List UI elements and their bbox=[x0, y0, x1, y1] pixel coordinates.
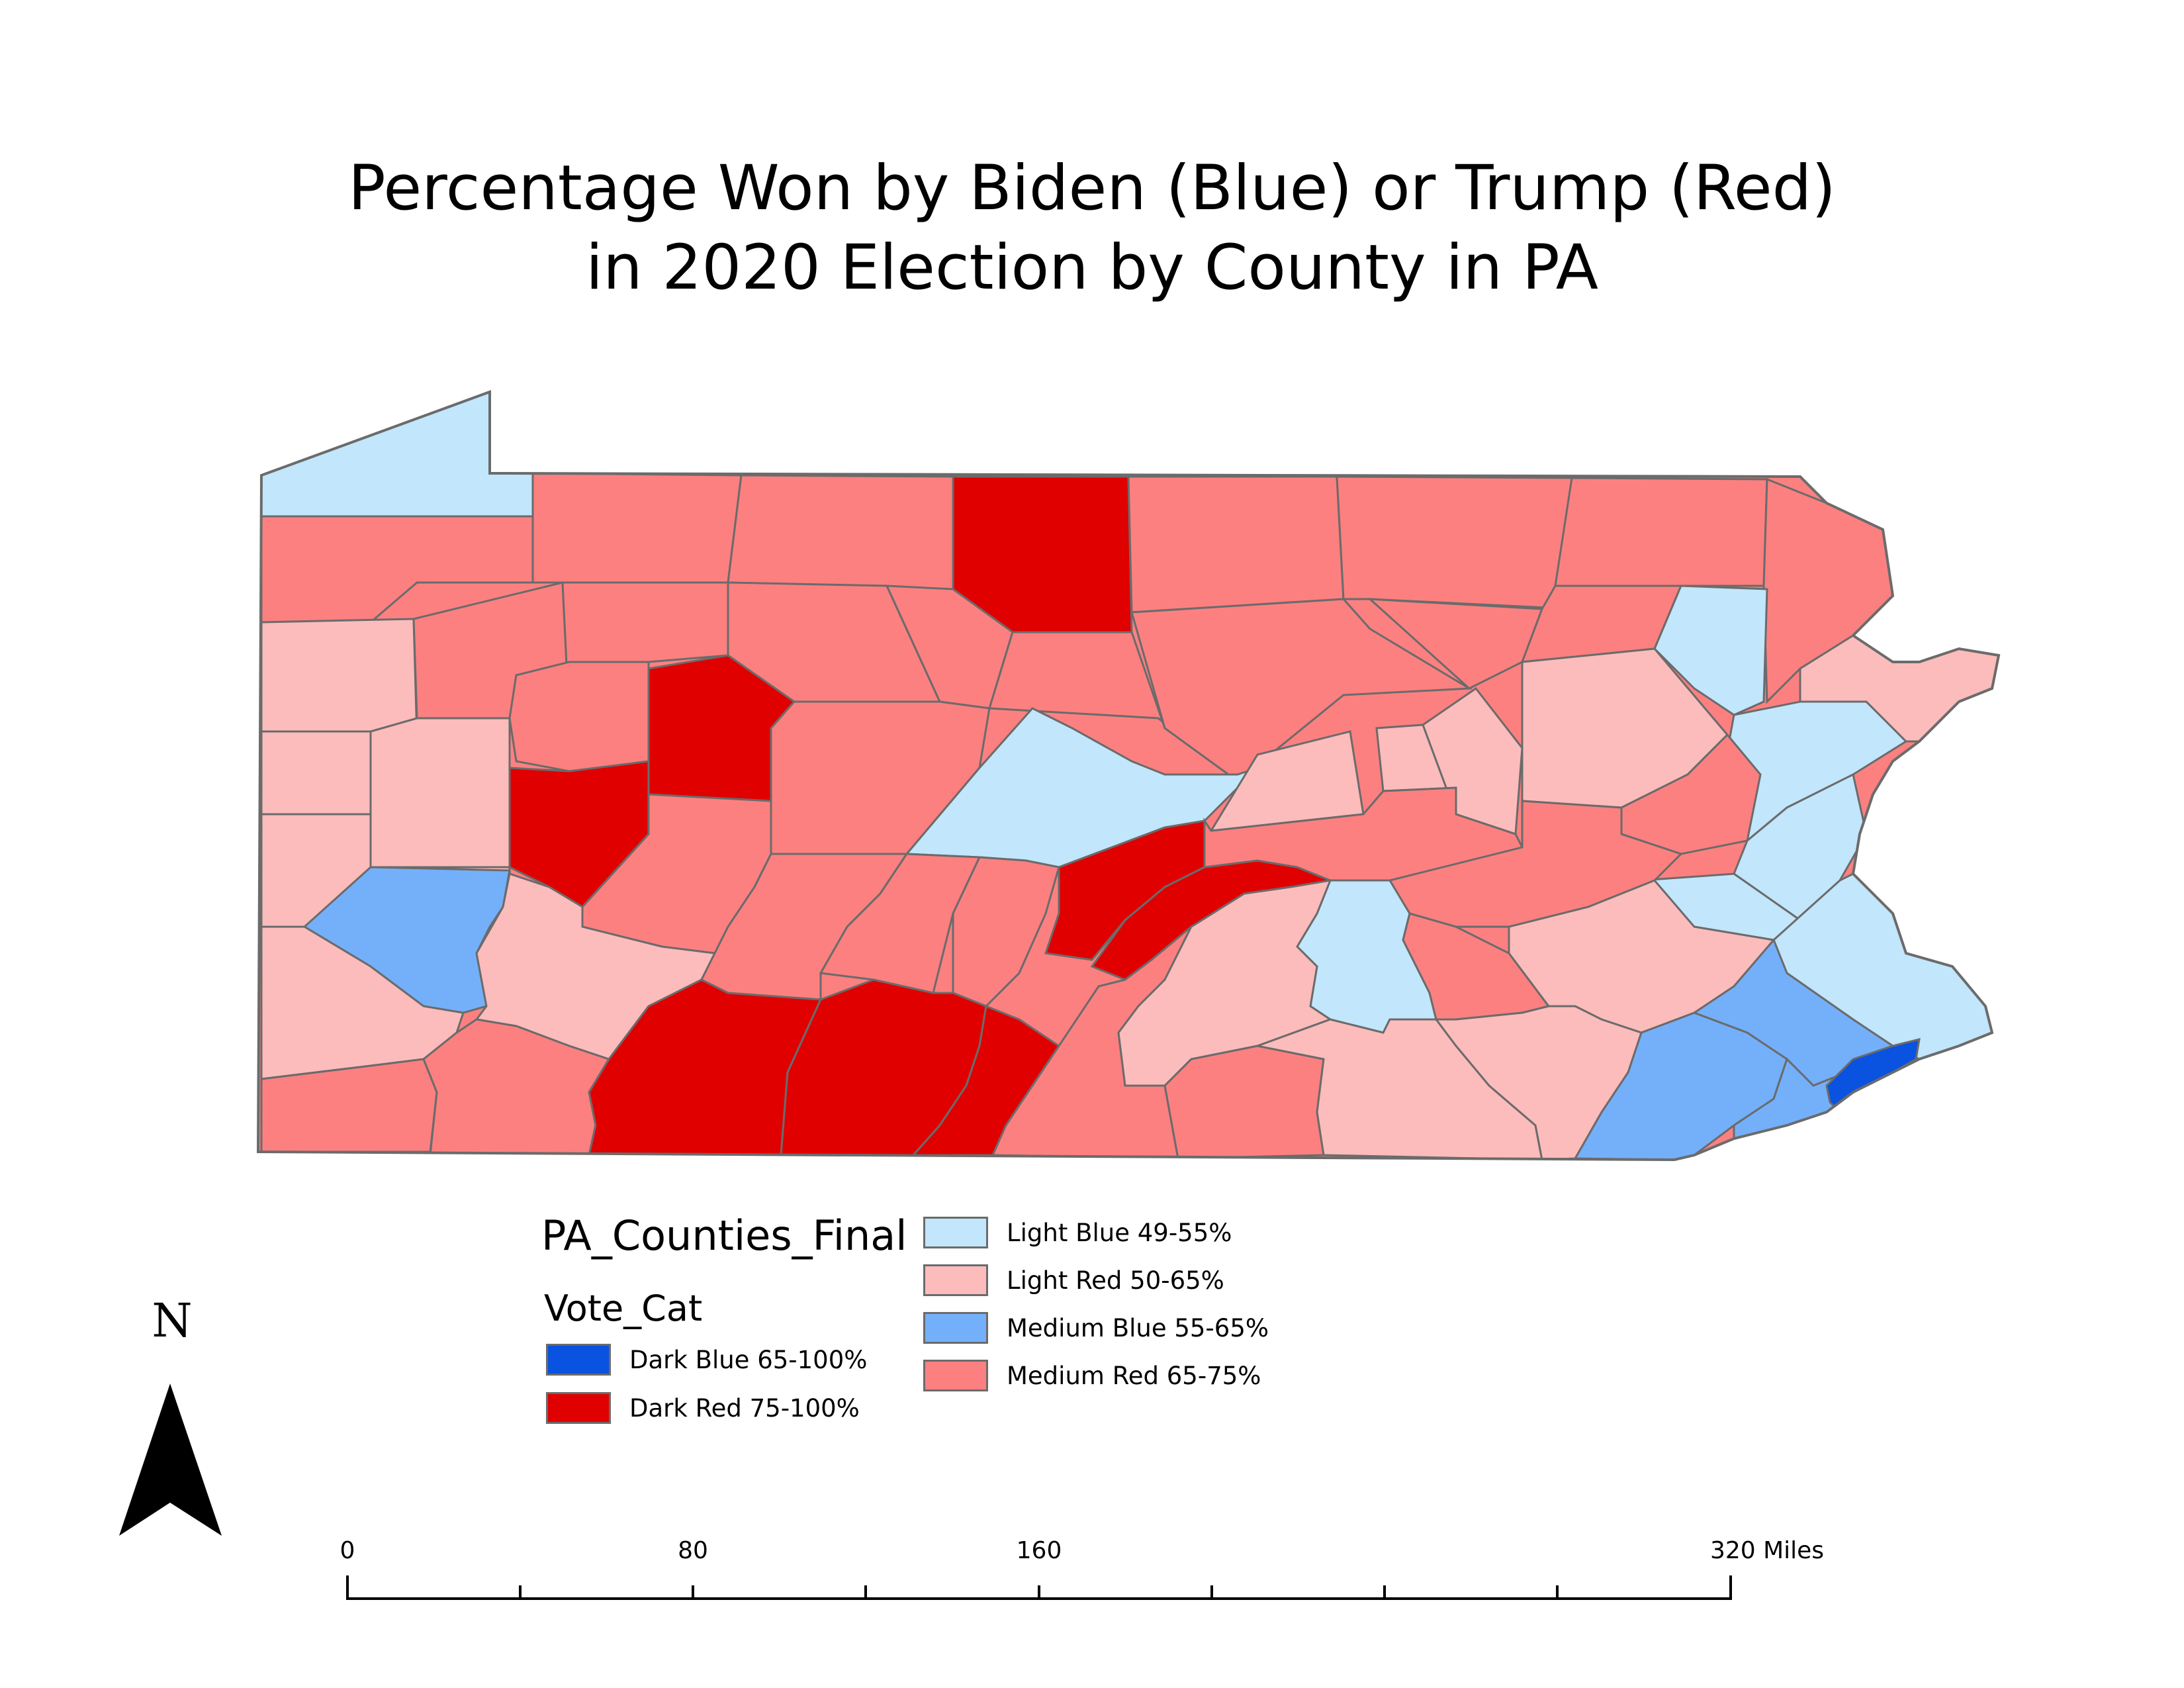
north-arrow-icon bbox=[119, 1383, 222, 1536]
title-line-2: in 2020 Election by County in PA bbox=[585, 232, 1599, 304]
north-arrow: N bbox=[119, 1294, 225, 1347]
county-clarion bbox=[508, 661, 650, 773]
scale-bar bbox=[346, 1575, 1732, 1600]
legend-swatch bbox=[923, 1312, 988, 1344]
legend-swatch bbox=[923, 1217, 988, 1248]
county-mckean bbox=[531, 472, 743, 584]
scale-label-0: 0 bbox=[340, 1537, 355, 1564]
county-erie bbox=[260, 392, 534, 518]
legend-item-label: Dark Red 75-100% bbox=[629, 1393, 860, 1423]
legend-item-dark-red: Dark Red 75-100% bbox=[546, 1392, 860, 1424]
scale-label-80: 80 bbox=[678, 1537, 708, 1564]
scale-label-320: 320 Miles bbox=[1709, 1537, 1825, 1564]
legend-item-medium-red: Medium Red 65-75% bbox=[923, 1360, 1261, 1391]
legend-swatch bbox=[546, 1392, 611, 1424]
county-tioga bbox=[1127, 475, 1345, 614]
county-huntingdon bbox=[952, 856, 1060, 1008]
scale-label-160: 160 bbox=[1016, 1537, 1062, 1564]
legend-item-label: Dark Blue 65-100% bbox=[629, 1345, 868, 1374]
county-susquehanna bbox=[1554, 477, 1768, 587]
state-outline bbox=[256, 390, 2001, 1162]
county-crawford bbox=[260, 618, 418, 739]
legend-item-medium-blue: Medium Blue 55-65% bbox=[923, 1312, 1269, 1344]
county-adams bbox=[1163, 1045, 1325, 1160]
legend-field-name: Vote_Cat bbox=[544, 1288, 703, 1329]
county-mercer bbox=[260, 730, 372, 816]
legend-layer-name: PA_Counties_Final bbox=[541, 1211, 907, 1260]
legend-item-label: Light Red 50-65% bbox=[1007, 1266, 1224, 1295]
north-label: N bbox=[152, 1293, 193, 1348]
county-bradford bbox=[1336, 475, 1576, 610]
legend-swatch bbox=[923, 1360, 988, 1391]
legend-item-label: Light Blue 49-55% bbox=[1007, 1218, 1232, 1247]
county-regions bbox=[258, 392, 1999, 1160]
legend-swatch bbox=[923, 1264, 988, 1296]
legend-item-label: Medium Blue 55-65% bbox=[1007, 1313, 1269, 1342]
county-potter-west bbox=[727, 474, 954, 590]
title-line-1: Percentage Won by Biden (Blue) or Trump … bbox=[348, 152, 1836, 224]
legend-item-dark-blue: Dark Blue 65-100% bbox=[546, 1344, 867, 1376]
legend-item-label: Medium Red 65-75% bbox=[1007, 1361, 1261, 1390]
legend-item-light-blue: Light Blue 49-55% bbox=[923, 1217, 1232, 1248]
county-venango bbox=[369, 717, 511, 868]
map-title: Percentage Won by Biden (Blue) or Trump … bbox=[0, 149, 2184, 308]
county-sullivan bbox=[1130, 598, 1473, 782]
legend-item-light-red: Light Red 50-65% bbox=[923, 1264, 1224, 1296]
legend-swatch bbox=[546, 1344, 611, 1376]
county-lancaster bbox=[1434, 1005, 1643, 1160]
